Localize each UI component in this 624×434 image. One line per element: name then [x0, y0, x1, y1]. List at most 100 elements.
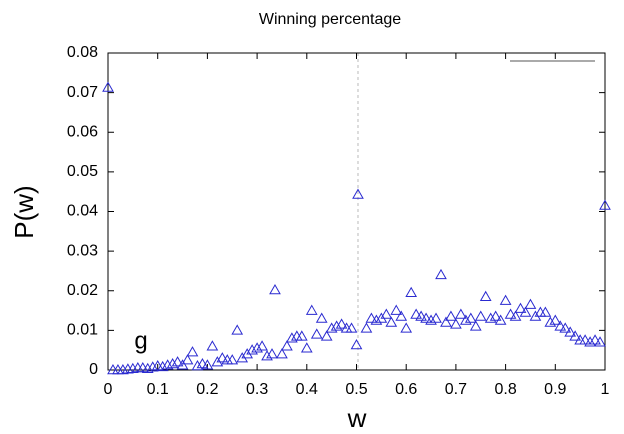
y-tick-label: 0.04 [67, 203, 98, 220]
point [335, 318, 348, 329]
point [425, 314, 437, 325]
point [269, 283, 281, 295]
point [231, 324, 244, 335]
point [226, 354, 239, 365]
point [156, 360, 169, 372]
point [256, 340, 268, 351]
point [320, 330, 333, 341]
point [484, 312, 497, 323]
point [315, 312, 328, 323]
point [216, 352, 229, 363]
point [107, 363, 119, 375]
point [176, 359, 189, 370]
y-tick-label: 0.03 [67, 242, 98, 259]
point [524, 298, 537, 309]
point [181, 354, 194, 365]
point [380, 308, 393, 319]
point [325, 322, 338, 333]
point [261, 350, 273, 361]
point [395, 310, 408, 321]
point [171, 356, 184, 367]
point [186, 346, 199, 357]
point [266, 348, 278, 359]
point [286, 332, 298, 343]
point [435, 268, 447, 280]
point [370, 314, 383, 325]
point [584, 336, 596, 347]
point [305, 304, 318, 315]
point [589, 334, 601, 345]
x-tick-label: 0.5 [345, 381, 367, 398]
y-tick-label: 0.08 [67, 44, 98, 61]
point [400, 322, 413, 333]
point [509, 310, 522, 321]
point [559, 322, 572, 333]
point [390, 304, 403, 315]
point [594, 336, 606, 347]
point [569, 330, 582, 341]
point [385, 316, 398, 327]
point [350, 339, 363, 350]
y-tick-label: 0.07 [67, 84, 98, 101]
annotation: g [134, 327, 147, 354]
point [410, 308, 423, 319]
point [489, 310, 502, 321]
point [474, 310, 487, 321]
point [166, 358, 179, 369]
point [141, 362, 154, 374]
x-tick-label: 0.6 [395, 381, 417, 398]
x-tick-label: 0 [104, 381, 113, 398]
point [564, 326, 577, 337]
point [352, 188, 364, 199]
point [360, 322, 373, 333]
point [445, 310, 457, 321]
point [420, 312, 432, 323]
point [459, 314, 472, 325]
x-tick-label: 0.9 [544, 381, 566, 398]
x-tick-label: 0.4 [296, 381, 318, 398]
y-tick-label: 0.01 [67, 322, 98, 339]
point [504, 308, 517, 319]
y-tick-label: 0.02 [67, 282, 98, 299]
plot-frame [107, 52, 606, 371]
x-axis-label: w [347, 403, 367, 433]
point [196, 358, 209, 369]
point [310, 328, 323, 339]
point [330, 320, 343, 331]
x-tick-label: 1 [601, 381, 610, 398]
point [295, 330, 308, 341]
point [544, 316, 557, 327]
point [112, 363, 124, 375]
point [206, 340, 219, 351]
point [161, 359, 174, 370]
point [494, 314, 507, 325]
x-tick-label: 0.8 [494, 381, 516, 398]
x-tick-label: 0.2 [196, 381, 218, 398]
x-tick-label: 0.1 [147, 381, 169, 398]
point [479, 290, 492, 301]
point [191, 360, 204, 371]
point [281, 340, 293, 351]
point [579, 334, 591, 345]
point [405, 286, 418, 297]
x-tick-label: 0.7 [445, 381, 467, 398]
point [276, 348, 288, 359]
point [146, 361, 159, 372]
y-axis-label: P(w) [9, 185, 39, 238]
point [450, 318, 462, 329]
point [464, 312, 477, 323]
point [201, 359, 214, 370]
point [102, 81, 114, 92]
y-tick-label: 0.06 [67, 123, 98, 140]
point [300, 342, 313, 353]
point [440, 316, 452, 327]
point [554, 320, 567, 331]
y-tick-label: 0.05 [67, 163, 98, 180]
point [246, 344, 258, 355]
point [345, 322, 358, 333]
point [519, 306, 532, 317]
point [365, 312, 378, 323]
x-tick-label: 0.3 [246, 381, 268, 398]
point [599, 199, 611, 210]
